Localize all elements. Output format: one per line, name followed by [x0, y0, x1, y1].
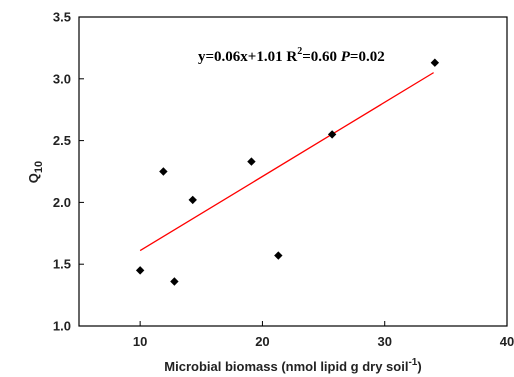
y-tick-label: 2.0 — [53, 195, 71, 210]
plot-frame — [78, 16, 508, 327]
x-axis-title: Microbial biomass (nmol lipid g dry soil… — [164, 357, 421, 374]
data-point — [188, 195, 197, 205]
y-axis-title: Q10 — [26, 161, 45, 183]
x-tick-label: 30 — [377, 334, 391, 349]
data-point — [430, 58, 440, 67]
y-tick-label: 1.5 — [53, 257, 71, 272]
data-point — [274, 251, 283, 260]
y-tick-label: 3.5 — [53, 10, 71, 25]
y-axis-ticks: 1.0 1.5 2.0 2.5 3.0 3.5 — [53, 10, 84, 334]
y-tick-label: 2.5 — [53, 133, 71, 148]
data-point — [327, 130, 337, 139]
data-point — [247, 157, 256, 166]
x-tick-label: 20 — [255, 334, 269, 349]
y-tick-label: 3.0 — [53, 71, 71, 86]
regression-line — [139, 72, 434, 252]
x-tick-label: 40 — [500, 334, 514, 349]
data-point — [170, 277, 179, 286]
data-point — [135, 266, 145, 275]
data-point — [159, 167, 168, 176]
x-tick-label: 10 — [133, 334, 147, 349]
x-axis-ticks: 10 20 30 40 — [133, 321, 514, 349]
regression-equation: y=0.06x+1.01 R2=0.60 P=0.02 — [198, 46, 385, 65]
y-tick-label: 1.0 — [53, 319, 71, 334]
data-points — [135, 58, 440, 286]
